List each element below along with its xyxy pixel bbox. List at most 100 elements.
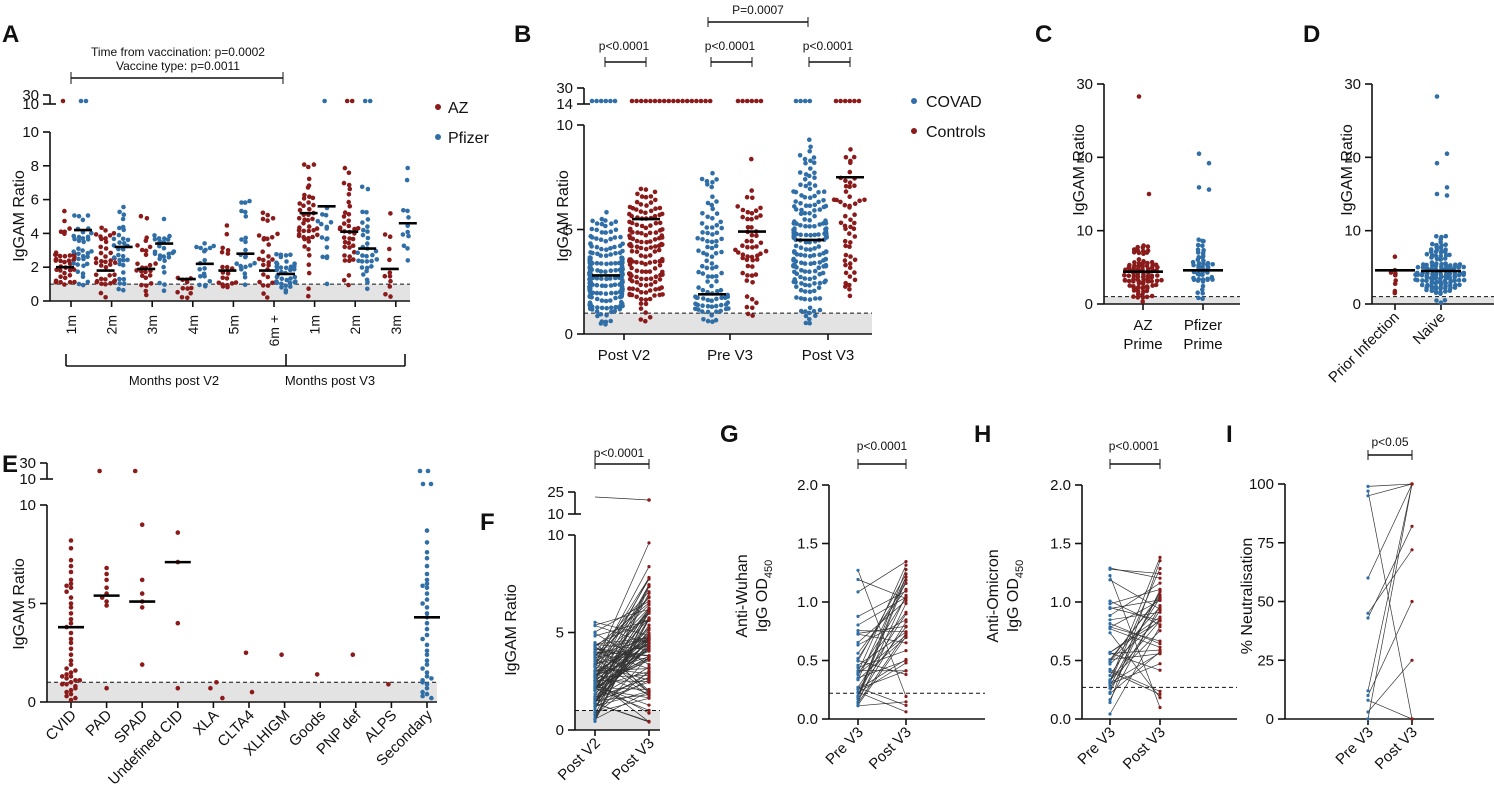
- panel-g-pair-start-14: [856, 631, 860, 636]
- panel-b-controls-0-point-83: [653, 244, 658, 249]
- panel-a-ylabel: IgGAM Ratio: [11, 170, 28, 262]
- panel-c-outlier-0-1: [1146, 191, 1152, 197]
- panel-h-pair-start-31: [1108, 650, 1112, 655]
- panel-e-point-0-26: [64, 672, 69, 677]
- panel-e-cutoff-shade: [47, 682, 437, 702]
- panel-b-y-tick-label-2: 10: [556, 117, 573, 134]
- panel-h-pair-line-34: [1109, 579, 1161, 610]
- panel-b-covad-0-point-67: [603, 283, 608, 289]
- panel-f-pair-line-31: [594, 656, 650, 715]
- panel-f-pair-line-91: [594, 632, 650, 665]
- panel-a-pfizer-7-point-15: [370, 252, 375, 258]
- panel-b-covad-2-point-159: [802, 177, 808, 182]
- panel-b-controls-0-point-114: [639, 223, 645, 229]
- panel-g-pair-end-30: [904, 595, 908, 599]
- panel-b-covad-0-point-150: [608, 252, 613, 257]
- panel-c-0-point-18: [1144, 284, 1150, 289]
- panel-a-pfizer-1-point-26: [117, 225, 122, 231]
- panel-d-1-point-99: [1457, 262, 1463, 267]
- panel-b-controls-0-point-25: [659, 285, 664, 290]
- panel-a-az-1-point-35: [111, 231, 117, 236]
- panel-b-covad-0-point-187: [603, 218, 608, 223]
- panel-b-covad-2-point-137: [792, 204, 797, 209]
- panel-b-covad-1-point-59: [696, 248, 701, 253]
- panel-f-pair-end-81: [647, 667, 651, 671]
- panel-d-1-point-6: [1433, 289, 1439, 295]
- panel-d-1-point-96: [1424, 262, 1429, 268]
- panel-a-az-5-point-2: [265, 283, 271, 288]
- panel-b-covad-2-point-44: [799, 268, 804, 273]
- panel-a-pfizer-0-point-9: [71, 261, 76, 266]
- panel-f-pair-start-91: [593, 631, 597, 635]
- panel-a-pfizer-2-point-7: [166, 254, 172, 260]
- panel-b-covad-0-point-126: [608, 261, 614, 266]
- panel-a-pfizer-2-point-19: [165, 237, 171, 242]
- panel-b-controls-2-point-17: [843, 243, 848, 249]
- panel-b-covad-2-point-26: [799, 281, 804, 286]
- panel-a-pfizer-6-point-14: [320, 212, 325, 217]
- panel-a-az-4-point-5: [216, 280, 222, 286]
- panel-b-controls-2-point-13: [852, 257, 858, 263]
- panel-b-covad-2-point-171: [797, 153, 803, 158]
- panel-b-controls-0-point-104: [639, 231, 644, 236]
- panel-a-az-7-point-4: [342, 258, 348, 263]
- panel-a-pfizer-3-point-1: [203, 282, 208, 288]
- panel-c-0-point-42: [1145, 274, 1151, 279]
- panel-a-az-6-point-36: [301, 196, 307, 201]
- panel-b-covad-0-point-148: [603, 253, 609, 258]
- panel-letter-h: H: [974, 421, 991, 448]
- panel-b-covad-2-point-96: [808, 232, 813, 238]
- panel-g-pair-end-11: [904, 641, 908, 645]
- panel-i-pair-line-6: [1367, 483, 1413, 691]
- panel-f-pair-end-5: [647, 565, 651, 569]
- panel-a-pfizer-6-point-11: [328, 220, 334, 225]
- panel-f-pair-end-103: [647, 696, 651, 700]
- panel-b-controls-1-point-52: [744, 194, 750, 200]
- panel-a-pfizer-break-point-0-0: [78, 98, 84, 104]
- panel-a-az-6-point-32: [301, 203, 306, 208]
- panel-g-pair-start-3: [856, 666, 860, 670]
- panel-a-legend-dot-az: [435, 104, 441, 110]
- panel-b-controls-0-point-76: [652, 249, 658, 254]
- panel-b-covad-2-point-2: [807, 317, 812, 322]
- panel-g-pair-line-35: [857, 564, 907, 673]
- panel-g-pair-line-24: [857, 595, 907, 698]
- panel-a-pfizer-3-point-6: [201, 271, 207, 277]
- panel-b-controls-2-point-46: [843, 178, 848, 183]
- panel-b-covad-2-point-6: [803, 309, 808, 314]
- panel-a-pfizer-2-point-14: [171, 249, 177, 254]
- panel-g-pair-start-35: [856, 670, 860, 674]
- panel-f-pair-line-37: [594, 591, 650, 653]
- panel-a-pfizer-7-point-10: [369, 258, 374, 264]
- panel-b-controls-2-point-1: [847, 287, 852, 292]
- panel-d-1-point-110: [1433, 253, 1439, 259]
- panel-b-covad-0-point-124: [604, 261, 609, 267]
- panel-h-pair-line-25: [1109, 611, 1161, 621]
- panel-b-covad-2-point-124: [792, 219, 797, 224]
- panel-a-az-1-point-31: [103, 236, 108, 241]
- panel-b-covad-2-point-147: [802, 195, 808, 200]
- panel-b-covad-1-point-17: [718, 302, 724, 308]
- panel-d-outlier-1-1: [1444, 151, 1450, 156]
- panel-h-pair-line-20: [1109, 568, 1161, 574]
- panel-i-pair-start-0: [1366, 484, 1370, 488]
- panel-b-controls-break-point-1-3: [749, 98, 755, 104]
- panel-e-point-10-8: [420, 583, 425, 589]
- panel-b-covad-0-point-34: [594, 296, 600, 302]
- panel-e-point-1-0: [104, 565, 109, 571]
- panel-a-az-7-point-14: [350, 236, 356, 242]
- panel-b-controls-0-point-94: [648, 239, 653, 244]
- panel-a-pfizer-0-point-11: [76, 256, 81, 262]
- panel-h-pair-start-10: [1108, 686, 1112, 691]
- panel-a-pfizer-4-point-4: [243, 264, 248, 270]
- panel-b-covad-1-point-82: [700, 211, 705, 216]
- panel-a-pfizer-0-point-26: [85, 234, 91, 240]
- panel-b-covad-2-point-146: [807, 195, 813, 200]
- panel-b-covad-0-point-18: [613, 304, 618, 310]
- panel-g-pair-line-39: [857, 583, 907, 659]
- panel-b-controls-0-point-113: [643, 225, 649, 231]
- panel-a-pfizer-7-point-25: [365, 224, 370, 229]
- panel-b-controls-0-point-103: [643, 232, 649, 238]
- panel-e-point-10-33: [420, 693, 425, 699]
- panel-c-0-point-0: [1140, 299, 1145, 304]
